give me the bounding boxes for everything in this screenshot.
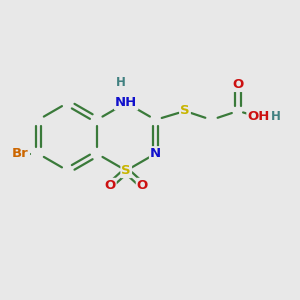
Text: OH: OH	[248, 110, 270, 123]
Text: S: S	[180, 104, 190, 118]
Text: NH: NH	[115, 96, 137, 110]
Text: H: H	[116, 76, 125, 89]
Text: O: O	[104, 179, 116, 192]
Text: Br: Br	[12, 147, 29, 160]
Text: O: O	[232, 78, 244, 91]
Text: N: N	[150, 147, 161, 160]
Text: O: O	[137, 179, 148, 192]
Text: H: H	[271, 110, 281, 123]
Text: S: S	[122, 164, 131, 177]
